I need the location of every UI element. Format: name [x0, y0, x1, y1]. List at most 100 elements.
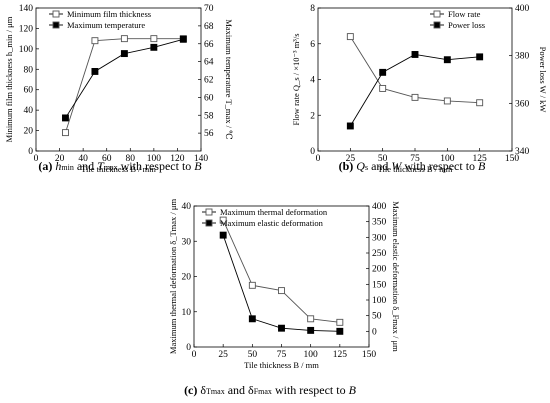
- x-axis-label: Tile thickness B / mm: [81, 164, 156, 174]
- x-tick-label: 20: [55, 154, 65, 164]
- data-point: [120, 50, 128, 58]
- y-left-tick-label: 20: [182, 273, 192, 283]
- y-left-tick-label: 60: [24, 86, 34, 96]
- legend-marker: [205, 208, 213, 216]
- data-point: [476, 53, 484, 61]
- data-point: [248, 315, 256, 323]
- data-point: [91, 68, 99, 75]
- data-point: [346, 122, 354, 130]
- x-tick-label: 80: [126, 154, 136, 164]
- x-axis-label: Tile thickness B / mm: [244, 360, 319, 370]
- y-left-tick-label: 4: [310, 76, 315, 86]
- y-right-tick-label: 100: [372, 296, 387, 306]
- x-tick-label: 125: [333, 350, 348, 360]
- data-point: [411, 51, 419, 58]
- y-right-tick-label: 360: [515, 99, 530, 109]
- data-point: [336, 327, 344, 335]
- legend-marker: [52, 21, 60, 29]
- y-left-tick-label: 0: [310, 147, 315, 157]
- y-left-tick-label: 100: [19, 45, 34, 55]
- y-left-tick-label: 10: [182, 308, 192, 318]
- data-point: [150, 35, 158, 43]
- y-right-tick-label: 70: [204, 4, 214, 14]
- data-point: [150, 43, 158, 51]
- y-right-tick-label: 380: [515, 52, 530, 62]
- y-right-tick-label: 350: [372, 218, 387, 228]
- y-left-axis-label: Minimum film thickness h_min / μm: [4, 16, 14, 142]
- y-right-tick-label: 68: [204, 22, 214, 32]
- series-line-2: [222, 234, 340, 332]
- data-point: [248, 281, 256, 289]
- data-point: [120, 35, 128, 43]
- x-tick-label: 25: [218, 350, 228, 360]
- x-tick-label: 0: [34, 154, 39, 164]
- y-right-tick-label: 0: [372, 327, 377, 337]
- data-point: [179, 35, 187, 43]
- y-right-tick-label: 58: [204, 111, 214, 121]
- data-point: [62, 114, 69, 122]
- chart-caption: (b) Qs and W with respect to B: [339, 159, 486, 173]
- x-tick-label: 150: [362, 350, 377, 360]
- y-right-tick-label: 62: [204, 76, 214, 86]
- chart-a: 0 20 40 60 80 100 120 140 0 20 40 60 80 100 120 140 56 58…: [4, 4, 234, 174]
- y-left-axis-label: Maximum thermal deformation δ_Tmax / μm: [168, 199, 178, 355]
- y-right-tick-label: 56: [204, 129, 214, 139]
- legend-label: Flow rate: [448, 9, 481, 19]
- y-left-tick-label: 8: [310, 4, 315, 14]
- legend-label: Power loss: [448, 20, 485, 30]
- x-tick-label: 50: [378, 154, 388, 164]
- y-left-tick-label: 20: [24, 127, 34, 137]
- data-point: [346, 33, 354, 41]
- legend-marker: [433, 10, 441, 18]
- chart-c: 0 25 50 75 100 125 150010203040050100150200250…: [168, 199, 401, 397]
- series-line-1: [349, 36, 480, 104]
- data-point: [278, 287, 285, 295]
- y-right-tick-label: 50: [372, 312, 382, 322]
- y-right-tick-label: 400: [515, 4, 530, 14]
- y-right-axis-label: Maximum elastic deformation δ_Fmax / μm: [391, 201, 401, 352]
- y-left-tick-label: 6: [310, 40, 315, 50]
- y-left-tick-label: 30: [182, 237, 192, 247]
- series-line-2: [349, 54, 480, 127]
- y-left-tick-label: 0: [28, 147, 33, 157]
- x-tick-label: 75: [410, 154, 420, 164]
- chart-caption: (a) hmin and Tmax with respect to B: [38, 159, 202, 173]
- x-tick-label: 40: [78, 154, 88, 164]
- data-point: [379, 68, 387, 76]
- legend-marker: [52, 10, 60, 18]
- x-tick-label: 100: [440, 154, 455, 164]
- legend-label: Maximum elastic deformation: [220, 218, 324, 228]
- data-point: [476, 99, 484, 107]
- y-right-tick-label: 200: [372, 265, 387, 275]
- data-point: [336, 318, 344, 326]
- legend-label: Maximum thermal deformation: [220, 207, 328, 217]
- x-tick-label: 140: [194, 154, 209, 164]
- y-right-axis-label: Maximum temperature T_max / ℃: [224, 19, 234, 139]
- data-point: [307, 315, 315, 323]
- data-point: [91, 37, 99, 45]
- y-right-tick-label: 250: [372, 249, 387, 259]
- data-point: [307, 326, 315, 334]
- x-tick-label: 25: [346, 154, 356, 164]
- y-left-tick-label: 80: [24, 65, 34, 75]
- series-line-1: [222, 219, 340, 323]
- x-tick-label: 150: [505, 154, 520, 164]
- x-tick-label: 125: [473, 154, 488, 164]
- chart-caption: (c) δTmax and δFmax with respect to B: [184, 383, 357, 397]
- data-point: [219, 231, 227, 239]
- x-tick-label: 120: [170, 154, 185, 164]
- data-point: [62, 129, 69, 137]
- x-tick-label: 60: [102, 154, 112, 164]
- data-point: [443, 56, 451, 64]
- y-left-axis-label: Flow rate Q_s / ×10⁻³ m³/s: [291, 33, 301, 125]
- legend-marker: [205, 219, 213, 227]
- y-left-tick-label: 40: [24, 106, 34, 116]
- x-tick-label: 100: [147, 154, 162, 164]
- y-left-tick-label: 2: [310, 111, 315, 121]
- y-left-tick-label: 40: [182, 202, 192, 212]
- y-right-tick-label: 150: [372, 280, 387, 290]
- x-tick-label: 100: [304, 350, 319, 360]
- x-tick-label: 0: [316, 154, 321, 164]
- data-point: [411, 93, 419, 101]
- x-tick-label: 50: [248, 350, 258, 360]
